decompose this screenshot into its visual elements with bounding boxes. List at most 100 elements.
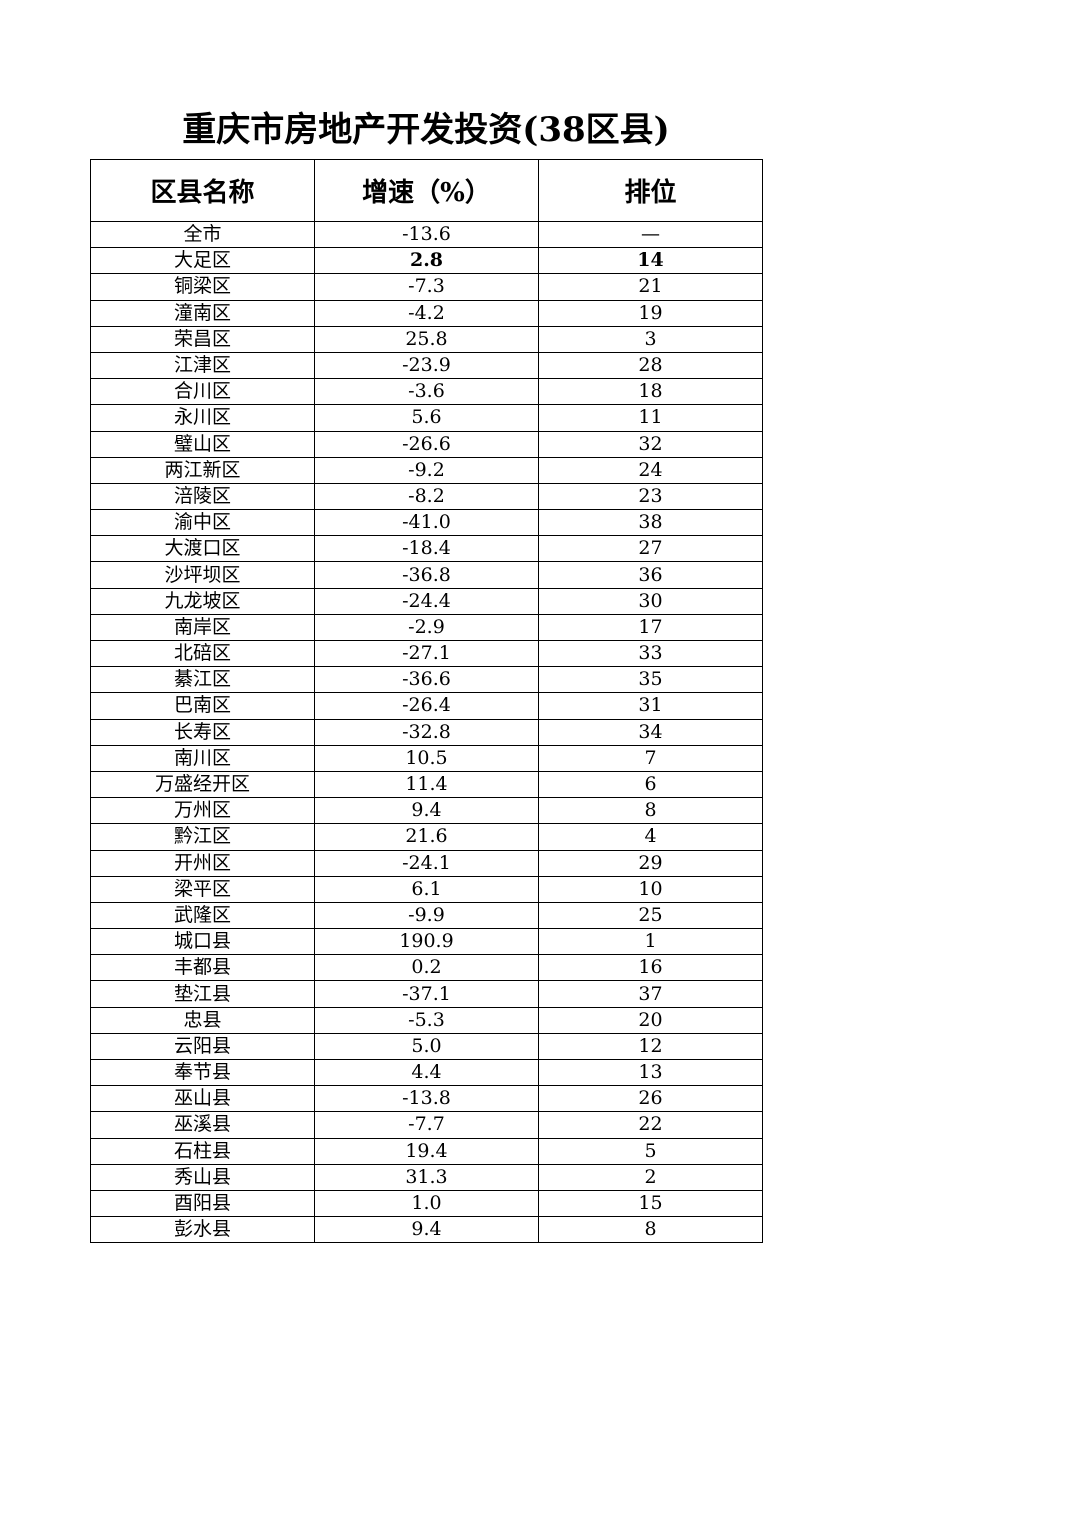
district-cell: 九龙坡区: [90, 587, 315, 615]
rank-cell: 15: [538, 1189, 763, 1218]
growth-cell: -27.1: [314, 639, 539, 668]
rank-cell: 31: [538, 692, 763, 720]
rank-cell: 10: [538, 875, 763, 903]
table-row: 石柱县 19.4 5: [90, 1137, 763, 1165]
district-cell: 涪陵区: [90, 482, 315, 511]
rank-cell: 27: [538, 535, 763, 563]
growth-cell: -7.7: [314, 1111, 539, 1139]
table-row: 云阳县 5.0 12: [90, 1032, 763, 1061]
district-cell: 荣昌区: [90, 325, 315, 353]
district-cell: 万州区: [90, 797, 315, 825]
growth-cell: -23.9: [314, 351, 539, 380]
rank-cell: 12: [538, 1032, 763, 1061]
growth-cell: 19.4: [314, 1137, 539, 1165]
table-row: 开州区 -24.1 29: [90, 849, 763, 877]
growth-cell: -4.2: [314, 299, 539, 327]
table-row: 合川区 -3.6 18: [90, 378, 763, 406]
header-row: 区县名称 增速（%） 排位: [90, 159, 763, 222]
rank-cell: 5: [538, 1137, 763, 1165]
table-row: 北碚区 -27.1 33: [90, 639, 763, 668]
table-row: 巫溪县 -7.7 22: [90, 1111, 763, 1139]
growth-cell: 1.0: [314, 1189, 539, 1218]
district-cell: 酉阳县: [90, 1189, 315, 1218]
rank-cell: 22: [538, 1111, 763, 1139]
table-row: 酉阳县 1.0 15: [90, 1189, 763, 1218]
rank-cell: 24: [538, 456, 763, 484]
growth-cell: -18.4: [314, 535, 539, 563]
table-row: 江津区 -23.9 28: [90, 351, 763, 380]
rank-cell: 6: [538, 770, 763, 799]
rank-cell: 13: [538, 1058, 763, 1087]
growth-cell: -24.1: [314, 849, 539, 877]
rank-cell: 34: [538, 718, 763, 746]
header-rank: 排位: [538, 159, 763, 222]
growth-cell: 4.4: [314, 1058, 539, 1087]
table-row: 沙坪坝区 -36.8 36: [90, 561, 763, 589]
table-row: 武隆区 -9.9 25: [90, 901, 763, 930]
table-row: 綦江区 -36.6 35: [90, 666, 763, 694]
district-cell: 奉节县: [90, 1058, 315, 1087]
header-growth: 增速（%）: [314, 159, 539, 222]
rank-cell: 29: [538, 849, 763, 877]
district-cell: 石柱县: [90, 1137, 315, 1165]
growth-cell: -24.4: [314, 587, 539, 615]
table-row: 潼南区 -4.2 19: [90, 299, 763, 327]
district-cell: 铜梁区: [90, 273, 315, 301]
table-row: 巫山县 -13.8 26: [90, 1085, 763, 1113]
growth-cell: 5.6: [314, 404, 539, 432]
district-cell: 大足区: [90, 247, 315, 275]
district-cell: 长寿区: [90, 718, 315, 746]
table-row: 永川区 5.6 11: [90, 404, 763, 432]
growth-cell: -9.2: [314, 456, 539, 484]
growth-cell: -5.3: [314, 1006, 539, 1034]
table-row: 奉节县 4.4 13: [90, 1058, 763, 1087]
growth-cell: -13.6: [314, 220, 539, 249]
district-cell: 云阳县: [90, 1032, 315, 1061]
rank-cell: 19: [538, 299, 763, 327]
growth-cell: -9.9: [314, 901, 539, 930]
growth-cell: -37.1: [314, 980, 539, 1008]
table-row: 巴南区 -26.4 31: [90, 692, 763, 720]
growth-cell: -36.6: [314, 666, 539, 694]
district-cell: 巫山县: [90, 1085, 315, 1113]
rank-cell: 14: [538, 247, 763, 275]
rank-cell: 36: [538, 561, 763, 589]
table-row: 秀山县 31.3 2: [90, 1163, 763, 1191]
district-cell: 北碚区: [90, 639, 315, 668]
growth-cell: 9.4: [314, 1216, 539, 1244]
district-cell: 江津区: [90, 351, 315, 380]
rank-cell: 1: [538, 928, 763, 956]
rank-cell: 28: [538, 351, 763, 380]
table-row: 彭水县 9.4 8: [90, 1216, 763, 1244]
rank-cell: 16: [538, 954, 763, 982]
table-row: 涪陵区 -8.2 23: [90, 482, 763, 511]
data-table: 区县名称 增速（%） 排位 全市 -13.6— 大足区 2.8 14 铜梁区 -7.3 21 潼…: [90, 159, 763, 1244]
district-cell: 武隆区: [90, 901, 315, 930]
district-cell: 渝中区: [90, 509, 315, 537]
table-row: 黔江区 21.6 4: [90, 823, 763, 851]
rank-cell: 17: [538, 613, 763, 642]
table-row: 全市 -13.6—: [90, 220, 763, 249]
table-row: 万盛经开区 11.4 6: [90, 770, 763, 799]
table-row: 万州区 9.4 8: [90, 797, 763, 825]
growth-cell: -2.9: [314, 613, 539, 642]
growth-cell: -13.8: [314, 1085, 539, 1113]
growth-cell: 5.0: [314, 1032, 539, 1061]
growth-cell: 9.4: [314, 797, 539, 825]
growth-cell: -8.2: [314, 482, 539, 511]
table-row: 铜梁区 -7.3 21: [90, 273, 763, 301]
rank-cell: 3: [538, 325, 763, 353]
table-row: 南岸区 -2.9 17: [90, 613, 763, 642]
table-row: 城口县 190.9 1: [90, 928, 763, 956]
table-row: 长寿区 -32.8 34: [90, 718, 763, 746]
rank-cell: 37: [538, 980, 763, 1008]
rank-cell: 18: [538, 378, 763, 406]
table-row: 梁平区 6.1 10: [90, 875, 763, 903]
district-cell: 永川区: [90, 404, 315, 432]
district-cell: 巫溪县: [90, 1111, 315, 1139]
table-row: 荣昌区 25.8 3: [90, 325, 763, 353]
growth-cell: 10.5: [314, 744, 539, 772]
table-row: 丰都县 0.2 16: [90, 954, 763, 982]
growth-cell: -7.3: [314, 273, 539, 301]
growth-cell: -3.6: [314, 378, 539, 406]
